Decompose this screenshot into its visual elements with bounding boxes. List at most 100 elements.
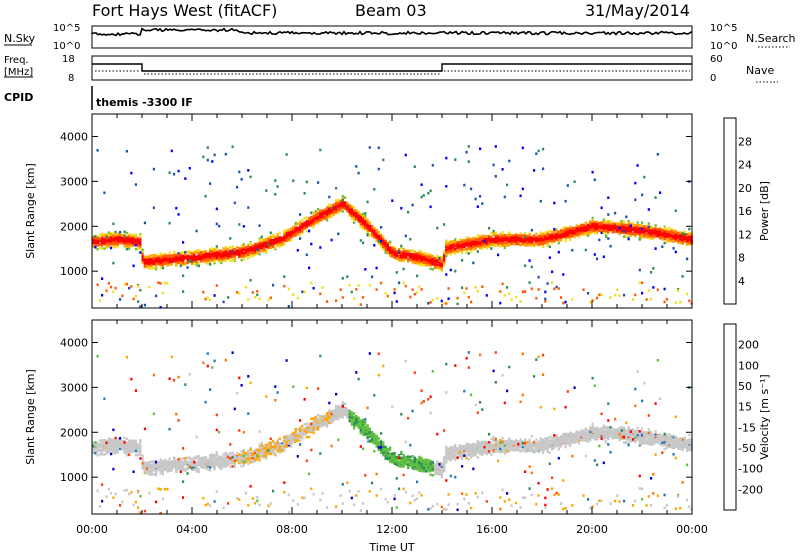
power-cell	[188, 251, 191, 255]
power-cell	[107, 238, 110, 242]
power-cell	[328, 209, 331, 212]
power-cell	[200, 252, 203, 256]
power-cell	[125, 231, 128, 235]
power-cell	[310, 242, 313, 246]
power-cell	[445, 240, 448, 243]
power-cell	[445, 254, 448, 258]
power-cell	[431, 258, 434, 261]
velocity-cell	[123, 450, 126, 453]
power-cell	[254, 251, 257, 254]
power-cell	[299, 227, 302, 230]
power-cell	[308, 221, 311, 224]
power-cell	[440, 299, 443, 303]
power-cell	[483, 239, 486, 243]
power-cell	[211, 254, 214, 257]
power-cell	[125, 238, 128, 241]
power-cell	[254, 245, 257, 248]
power-cell	[461, 240, 464, 244]
power-cell	[407, 259, 410, 263]
power-cell	[596, 257, 599, 261]
power-cell	[670, 234, 673, 238]
power-cell	[335, 203, 338, 206]
power-cell	[301, 223, 304, 226]
power-cell	[224, 256, 227, 259]
power-cell	[618, 220, 621, 224]
power-cell	[508, 238, 511, 241]
power-cell	[328, 207, 331, 211]
power-cell	[434, 258, 437, 261]
power-cell	[416, 291, 419, 294]
power-cell	[481, 239, 484, 242]
power-cell	[371, 275, 374, 279]
power-cell	[227, 254, 230, 258]
power-cell	[249, 279, 252, 282]
power-cell	[231, 248, 234, 251]
power-cell	[155, 262, 158, 265]
power-cell	[501, 168, 504, 171]
power-cell	[218, 253, 221, 257]
power-cell	[373, 234, 376, 237]
power-cell	[123, 244, 126, 247]
power-cell	[179, 259, 182, 263]
power-cell	[607, 222, 610, 226]
velocity-cell	[98, 452, 101, 456]
power-cell	[515, 295, 518, 299]
power-cell	[542, 147, 545, 151]
power-cell	[335, 299, 338, 302]
velocity-cell	[123, 436, 126, 440]
power-cell	[220, 257, 223, 260]
power-cell	[98, 243, 101, 246]
power-cell	[436, 254, 439, 257]
power-cell	[182, 261, 185, 265]
power-cell	[202, 255, 205, 258]
power-cell	[107, 233, 110, 236]
power-cell	[148, 254, 151, 258]
power-cell	[242, 244, 245, 248]
power-cell	[400, 254, 403, 258]
power-cell	[544, 231, 547, 235]
power-cell	[647, 229, 650, 232]
power-cell	[447, 297, 450, 300]
power-cell	[663, 287, 666, 291]
power-cell	[233, 251, 236, 255]
power-cell	[328, 210, 331, 214]
power-cell	[481, 247, 484, 250]
power-cell	[182, 251, 185, 254]
power-cell	[659, 230, 662, 233]
power-cell	[366, 221, 369, 224]
power-cell	[647, 222, 650, 225]
power-cell	[562, 226, 565, 230]
power-cell	[393, 253, 396, 257]
power-cell	[587, 232, 590, 235]
power-cell	[537, 237, 540, 241]
power-cell	[569, 233, 572, 237]
power-cell	[524, 237, 527, 241]
power-cell	[229, 253, 232, 257]
power-cell	[299, 230, 302, 234]
power-cell	[546, 237, 549, 241]
power-cell	[427, 192, 430, 195]
power-cell	[211, 259, 214, 262]
power-cell	[521, 242, 524, 245]
power-cell	[285, 153, 288, 156]
power-cell	[92, 241, 95, 245]
power-cell	[537, 244, 540, 247]
power-cell	[647, 225, 650, 229]
power-cell	[668, 239, 671, 243]
power-cell	[141, 256, 144, 259]
power-cell	[150, 266, 153, 270]
power-cell	[116, 232, 119, 236]
power-cell	[371, 226, 374, 229]
power-cell	[411, 261, 414, 264]
power-cell	[627, 226, 630, 229]
power-cell	[560, 233, 563, 236]
power-cell	[350, 210, 353, 213]
power-cell	[553, 230, 556, 233]
power-cell	[249, 246, 252, 249]
power-cell	[519, 239, 522, 243]
power-cell	[420, 261, 423, 265]
power-cell	[508, 292, 511, 295]
power-cell	[359, 216, 362, 220]
power-cell	[429, 256, 432, 259]
